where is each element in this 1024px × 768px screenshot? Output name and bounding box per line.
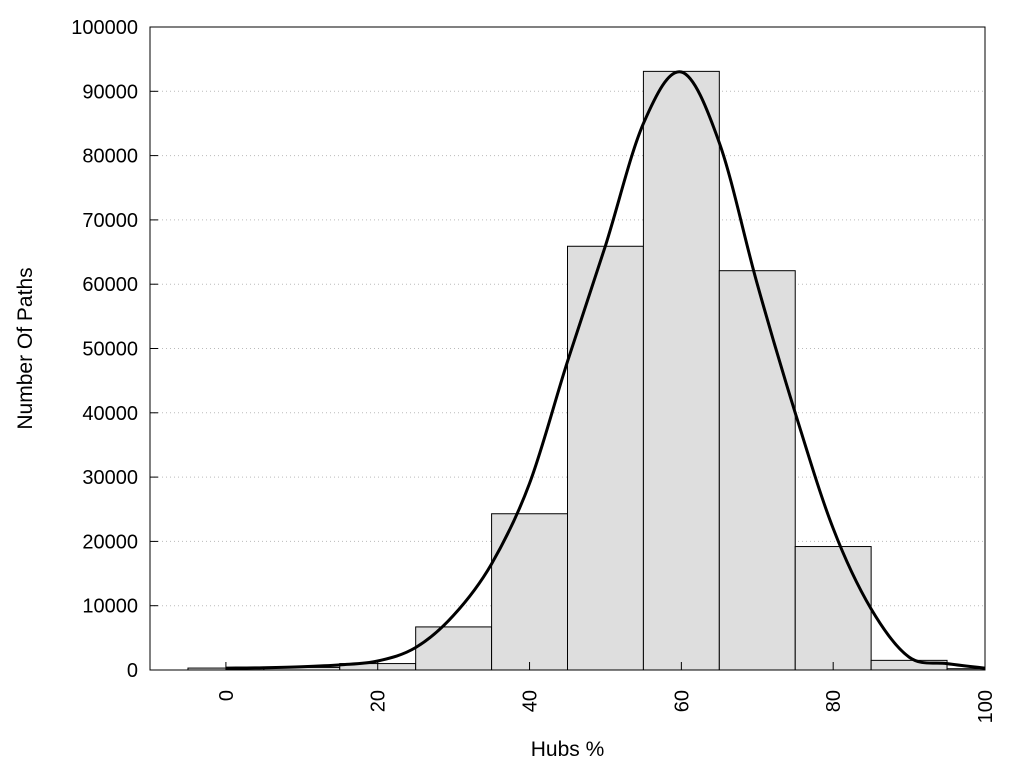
histogram-bar-5: [567, 245, 644, 671]
histogram-bars: [187, 70, 986, 671]
histogram-bar-8: [794, 546, 872, 671]
y-tick-label-10: 100000: [71, 17, 138, 39]
x-tick-label-0: 0: [216, 690, 238, 701]
y-tick-label-2: 20000: [82, 531, 138, 553]
y-axis-title: Number Of Paths: [14, 267, 37, 429]
density-curve: [225, 70, 986, 670]
x-axis-ticks: 0 20 40 60 80 100: [216, 662, 997, 723]
x-tick-label-5: 100: [975, 690, 997, 723]
x-tick-label-2: 40: [520, 690, 542, 712]
histogram-bar-6: [642, 70, 720, 671]
histogram-bar-7: [718, 270, 796, 671]
y-tick-label-3: 30000: [82, 467, 138, 489]
y-tick-label-6: 60000: [82, 274, 138, 296]
y-tick-label-8: 80000: [82, 146, 138, 168]
x-axis-title: Hubs %: [531, 738, 605, 761]
y-tick-label-1: 10000: [82, 596, 138, 618]
y-tick-label-5: 50000: [82, 339, 138, 361]
histogram-bar-3: [415, 626, 493, 671]
density-curve-layer: [225, 70, 986, 670]
y-axis-ticks: 0 10000 20000 30000 40000 50000 60000 70000 8000…: [71, 17, 158, 682]
x-tick-label-1: 20: [368, 690, 390, 712]
y-tick-label-9: 90000: [82, 81, 138, 103]
y-tick-label-4: 40000: [82, 403, 138, 425]
x-tick-label-4: 80: [823, 690, 845, 712]
histogram-bar-4: [491, 513, 568, 671]
y-tick-label-7: 70000: [82, 210, 138, 232]
y-tick-label-0: 0: [127, 660, 138, 682]
x-tick-label-3: 60: [671, 690, 693, 712]
